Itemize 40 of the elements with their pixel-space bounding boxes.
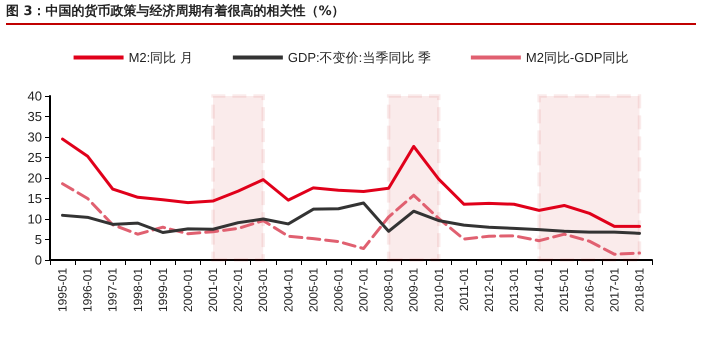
y-tick-label: 15 — [28, 191, 42, 206]
x-tick-label: 1998-01 — [130, 268, 145, 312]
y-tick-label: 30 — [28, 130, 42, 144]
x-tick-label: 1996-01 — [80, 268, 95, 312]
legend-label: M2:同比 月 — [128, 50, 193, 65]
x-tick-label: 2016-01 — [582, 268, 596, 312]
x-tick-label: 2004-01 — [281, 268, 296, 312]
y-tick-label: 25 — [28, 150, 42, 165]
x-tick-label: 1997-01 — [106, 268, 120, 312]
x-tick-label: 2014-01 — [532, 268, 546, 312]
x-tick-label: 1995-01 — [56, 268, 70, 312]
x-tick-label: 1999-01 — [156, 268, 170, 312]
x-tick-label: 2012-01 — [482, 268, 496, 312]
x-tick-label: 2007-01 — [356, 268, 371, 312]
x-tick-label: 2001-01 — [206, 268, 220, 312]
x-tick-label: 2011-01 — [456, 268, 471, 312]
legend-label: M2同比-GDP同比 — [526, 50, 628, 65]
x-tick-label: 2005-01 — [306, 268, 320, 312]
x-tick-label: 2003-01 — [256, 268, 270, 312]
line-series — [61, 138, 641, 228]
x-tick-label: 2013-01 — [507, 268, 522, 312]
x-tick-label: 2010-01 — [432, 268, 446, 312]
y-tick-label: 0 — [34, 252, 42, 268]
y-tick-label: 35 — [28, 109, 42, 124]
y-tick-label: 40 — [28, 88, 42, 104]
line-series — [61, 182, 641, 256]
x-tick-label: 2015-01 — [557, 268, 572, 312]
x-tick-label: 2008-01 — [382, 268, 396, 312]
y-tick-label: 10 — [28, 212, 42, 226]
legend-label: GDP:不变价:当季同比 季 — [288, 50, 431, 65]
line-series — [61, 202, 641, 235]
chart-title: 图 3：中国的货币政策与经济周期有着很高的相关性（%） — [6, 2, 696, 25]
x-tick-label: 2009-01 — [406, 268, 421, 312]
x-tick-label: 2006-01 — [331, 268, 346, 312]
x-tick-label: 2018-01 — [632, 268, 646, 312]
x-tick-label: 2000-01 — [180, 268, 195, 312]
y-tick-label: 20 — [28, 170, 42, 186]
x-tick-label: 2002-01 — [231, 268, 246, 312]
y-tick-label: 5 — [34, 232, 42, 247]
x-tick-label: 2017-01 — [607, 268, 622, 312]
